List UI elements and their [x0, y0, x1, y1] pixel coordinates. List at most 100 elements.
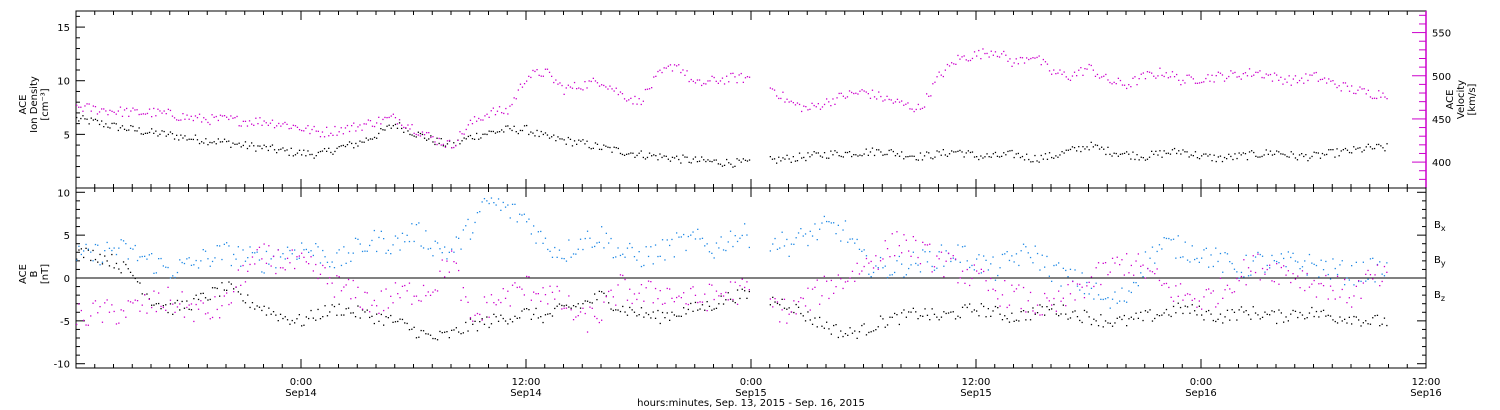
by-point	[1327, 273, 1329, 276]
bx-point	[654, 317, 657, 319]
velocity-point	[363, 123, 365, 125]
density-point	[984, 156, 986, 158]
bz-point	[931, 271, 933, 273]
velocity-point	[1361, 88, 1363, 90]
velocity-point	[1251, 75, 1253, 77]
bz-point	[1276, 263, 1278, 265]
density-point	[394, 123, 397, 126]
by-point	[439, 248, 441, 250]
density-point	[638, 152, 640, 154]
bz-point	[617, 284, 619, 286]
bz-point	[1004, 280, 1006, 282]
bz-point	[479, 313, 481, 316]
by-point	[1163, 237, 1165, 239]
bx-point	[415, 337, 418, 339]
by-point	[1231, 262, 1233, 265]
by-point	[1189, 261, 1191, 263]
density-point	[103, 126, 105, 128]
bz-point	[404, 284, 406, 287]
by-point	[945, 250, 947, 252]
bx-point	[1133, 318, 1135, 320]
by-point	[1308, 253, 1311, 256]
density-point	[1228, 153, 1230, 155]
density-point	[228, 140, 230, 142]
velocity-point	[651, 87, 653, 89]
density-point	[1192, 155, 1194, 157]
bx-point	[263, 305, 265, 307]
density-point	[1101, 146, 1103, 148]
bz-point	[1208, 288, 1210, 290]
density-point	[313, 157, 315, 159]
bz-point	[950, 257, 952, 260]
density-point	[436, 137, 438, 139]
bz-point	[971, 277, 973, 280]
bx-point	[336, 314, 338, 316]
density-point	[1205, 153, 1207, 155]
bx-point	[1135, 312, 1137, 314]
by-point	[474, 221, 476, 224]
density-point	[1021, 155, 1024, 158]
bx-point	[1247, 314, 1250, 316]
bx-point	[411, 328, 413, 330]
bx-point	[886, 324, 889, 326]
bz-point	[725, 291, 727, 294]
by-point	[563, 258, 565, 260]
velocity-point	[1232, 72, 1234, 74]
velocity-point	[367, 119, 369, 121]
density-point	[219, 141, 222, 143]
bz-point	[146, 312, 148, 314]
bx-point	[310, 309, 312, 312]
bx-point	[458, 331, 460, 333]
bz-point	[1027, 300, 1029, 302]
bz-point	[244, 281, 247, 283]
bz-point	[1332, 289, 1334, 292]
by-point	[938, 251, 940, 253]
density-point	[632, 152, 634, 154]
velocity-point	[311, 128, 313, 131]
bz-point	[1269, 264, 1271, 266]
bz-point	[1219, 277, 1222, 279]
density-point	[1334, 156, 1336, 158]
density-point	[548, 137, 551, 139]
velocity-point	[1053, 69, 1055, 71]
bx-point	[854, 330, 856, 332]
x-tick-date-label: Sep16	[1185, 388, 1217, 399]
density-point	[188, 138, 190, 140]
velocity-point	[1265, 73, 1267, 75]
bx-point	[802, 315, 804, 317]
velocity-point	[967, 60, 969, 62]
bx-point	[340, 314, 343, 316]
velocity-point	[113, 111, 115, 113]
velocity-point	[492, 107, 494, 109]
bz-point	[624, 278, 626, 281]
bz-point	[1294, 278, 1297, 280]
bx-point	[633, 311, 636, 313]
density-point	[663, 155, 665, 157]
velocity-point	[903, 104, 905, 106]
bz-point	[582, 307, 584, 309]
bx-point	[542, 321, 544, 324]
bx-point	[697, 309, 699, 311]
velocity-point	[517, 89, 519, 91]
y-axis-title-right-top: ACE	[1445, 90, 1456, 110]
velocity-point	[1376, 97, 1378, 100]
velocity-point	[340, 127, 342, 129]
by-point	[1304, 260, 1306, 262]
velocity-point	[957, 54, 959, 57]
density-point	[505, 125, 507, 127]
density-point	[955, 151, 957, 153]
velocity-point	[186, 114, 188, 116]
by-point	[507, 204, 509, 206]
by-point	[591, 246, 593, 248]
density-point	[723, 164, 726, 166]
bz-point	[1245, 284, 1247, 286]
density-point	[590, 148, 592, 150]
velocity-point	[171, 115, 174, 117]
bz-point	[924, 244, 926, 246]
density-point	[861, 155, 863, 157]
by-point	[549, 250, 551, 252]
bx-point	[322, 316, 324, 318]
bz-point	[226, 292, 228, 294]
velocity-point	[1161, 74, 1163, 76]
bz-point	[233, 291, 235, 293]
